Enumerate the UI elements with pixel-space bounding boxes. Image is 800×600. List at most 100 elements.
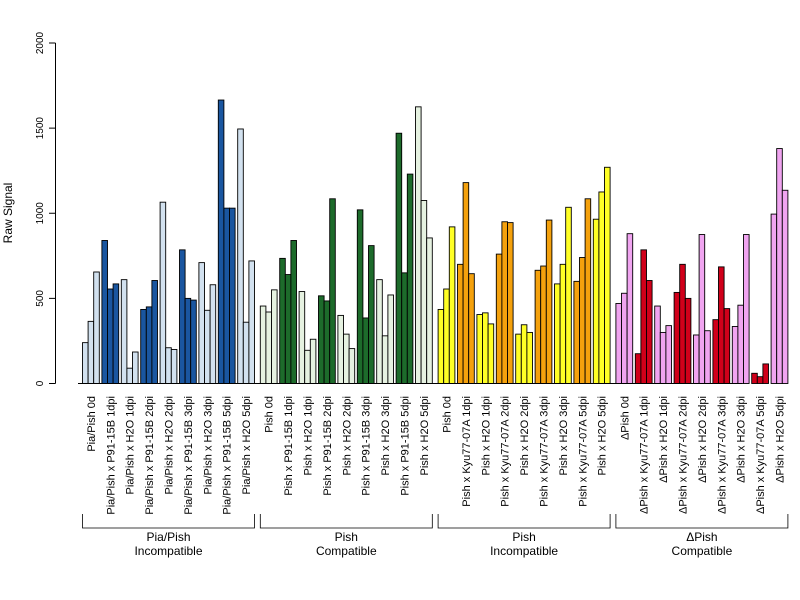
bar [751,372,758,384]
bar [284,274,292,384]
bar [737,304,744,384]
bar [712,319,719,384]
group-label-sub: Compatible [316,544,377,558]
bar [204,309,211,384]
bar [112,283,120,384]
group-bracket [437,514,611,529]
category-label: Pish x P91-15B 1dpi [283,396,295,496]
category-label: ΔPish x H2O 2dpi [697,396,709,483]
bar [545,219,553,384]
bar [159,201,167,384]
bar [448,226,456,384]
y-tick-label: 0 [35,380,46,386]
bar [487,323,495,384]
bar [598,191,605,384]
bar [401,272,408,384]
bar [304,349,311,384]
bar [426,237,433,384]
category-label: Pia/Pish x P91-15B 5dpi [222,396,234,515]
category-label: Pish x Kyu77-07A 2dpi [500,396,512,507]
bar [229,207,236,384]
bar [126,367,133,384]
bar [501,221,508,384]
y-tick-label: 1000 [35,202,46,225]
bar [356,209,364,384]
category-label: Pish x H2O 3dpi [380,396,392,475]
bar [271,289,278,384]
group-label-sub: Incompatible [134,544,202,558]
bar [120,279,128,384]
category-label: Pia/Pish 0d [86,396,98,452]
bar [329,198,336,384]
group-bracket [82,514,255,529]
category-label: Pish x H2O 3dpi [558,396,570,475]
category-label: Pia/Pish x H2O 3dpi [202,396,214,494]
category-label: ΔPish 0d [619,396,631,440]
bar [646,280,653,384]
category-label: Pish x P91-15B 2dpi [322,396,334,496]
bar [248,260,255,384]
bar [554,283,561,384]
category-label: Pish 0d [442,396,454,433]
y-axis-label: Raw Signal [1,183,15,244]
bar [337,314,344,384]
group-label: Pish [335,530,358,544]
bar [731,326,739,384]
bar [762,363,769,384]
y-axis: 0 500 1000 1500 2000 [35,31,56,386]
bar [573,280,580,384]
category-label: Pish x H2O 1dpi [480,396,492,475]
bar [381,335,389,384]
bar [184,297,192,384]
bar [693,334,700,384]
category-label: Pia/Pish x H2O 2dpi [164,396,176,494]
bar [776,148,783,384]
bar [406,173,414,384]
bar [170,349,178,384]
category-label: Pia/Pish x P91-15B 2dpi [144,396,156,515]
bar [679,263,686,384]
bar [420,200,428,384]
bar [559,263,567,384]
bar [704,330,711,384]
bar [259,305,267,384]
group-brackets: Pia/PishIncompatiblePishCompatiblePishIn… [82,514,789,558]
group-label-sub: Incompatible [490,544,558,558]
bar [93,271,100,384]
bar [190,299,197,384]
category-label: Pish x P91-15B 5dpi [400,396,412,496]
bar [348,348,356,384]
bar [223,207,230,384]
group-label: Pish [512,530,535,544]
bar [165,347,172,384]
group-label: Pia/Pish [146,530,190,544]
category-label: Pish x H2O 2dpi [341,396,353,475]
bar [579,257,586,384]
bar [376,279,383,384]
bar [290,240,297,384]
bar [387,294,394,384]
bar [634,353,642,384]
bar [659,331,667,384]
category-label: Pish x H2O 5dpi [419,396,431,475]
bar [279,257,286,384]
category-label: Pish x H2O 1dpi [303,396,315,475]
bar [343,333,350,384]
bar [237,128,244,384]
bar [145,306,153,384]
bar [495,253,503,384]
bar [107,288,114,384]
category-label: Pish x Kyu77-07A 5dpi [577,396,589,507]
bar [198,262,205,384]
bar [654,305,661,384]
bar [209,284,217,384]
bar [515,333,522,384]
bar [584,198,592,384]
bar-series [82,99,789,384]
y-tick-label: 500 [35,290,46,307]
bar [520,324,528,384]
bar [217,99,225,384]
category-label: ΔPish x H2O 3dpi [736,396,748,483]
bar [82,342,89,384]
